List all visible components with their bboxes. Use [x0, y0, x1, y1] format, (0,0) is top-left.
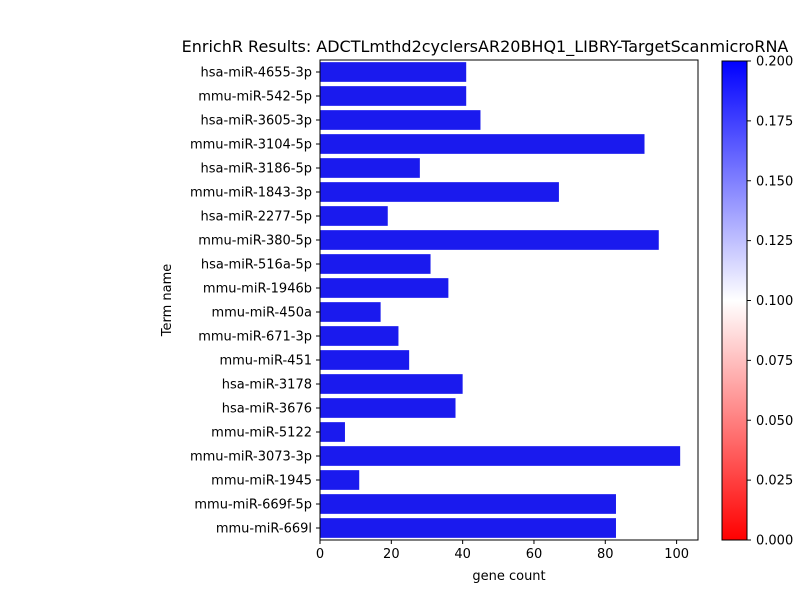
y-tick-label: mmu-miR-3104-5p [190, 138, 312, 153]
colorbar-tick-label: 0.000 [756, 534, 793, 549]
y-tick-label: mmu-miR-380-5p [198, 234, 312, 249]
y-tick-label: hsa-miR-3186-5p [201, 162, 312, 177]
y-tick-label: hsa-miR-2277-5p [201, 210, 312, 225]
bar-mmu-miR-669l [320, 518, 616, 538]
bar-mmu-miR-669f-5p [320, 494, 616, 514]
y-tick-label: mmu-miR-669l [216, 522, 312, 537]
colorbar [721, 60, 748, 541]
y-tick-label: hsa-miR-4655-3p [201, 66, 312, 81]
bar-mmu-miR-3073-3p [320, 446, 681, 466]
bars-group [320, 62, 681, 538]
x-tick-label: 80 [597, 547, 614, 562]
y-tick-label: mmu-miR-1945 [211, 474, 312, 489]
chart-title: EnrichR Results: ADCTLmthd2cyclersAR20BH… [182, 37, 789, 57]
bar-mmu-miR-1946b [320, 278, 449, 298]
y-tick-label: mmu-miR-1843-3p [190, 186, 312, 201]
bar-mmu-miR-451 [320, 350, 410, 370]
bar-mmu-miR-5122 [320, 422, 345, 442]
y-tick-labels: hsa-miR-4655-3p mmu-miR-542-5p hsa-miR-360… [190, 66, 320, 537]
y-tick-label: hsa-miR-3178 [222, 378, 312, 393]
x-tick-label: 0 [316, 547, 324, 562]
colorbar-tick-label: 0.075 [756, 354, 793, 369]
x-tick-label: 60 [526, 547, 543, 562]
x-axis-label: gene count [472, 569, 545, 584]
colorbar-tick-label: 0.100 [756, 294, 793, 309]
bar-hsa-miR-516a-5p [320, 254, 431, 274]
colorbar-tick-label: 0.200 [756, 55, 793, 70]
y-tick-label: mmu-miR-542-5p [198, 90, 312, 105]
bar-mmu-miR-542-5p [320, 86, 467, 106]
y-tick-label: mmu-miR-671-3p [198, 330, 312, 345]
bar-mmu-miR-671-3p [320, 326, 399, 346]
y-tick-label: mmu-miR-1946b [203, 282, 312, 297]
bar-hsa-miR-3178 [320, 374, 463, 394]
bar-hsa-miR-3676 [320, 398, 456, 418]
bar-mmu-miR-3104-5p [320, 134, 645, 154]
bar-hsa-miR-3605-3p [320, 110, 481, 130]
colorbar-tick-label: 0.050 [756, 414, 793, 429]
bar-hsa-miR-2277-5p [320, 206, 388, 226]
y-tick-label: mmu-miR-3073-3p [190, 450, 312, 465]
bar-mmu-miR-1843-3p [320, 182, 559, 202]
y-tick-label: mmu-miR-5122 [211, 426, 312, 441]
x-tick-label: 40 [454, 547, 471, 562]
x-tick-label: 100 [664, 547, 689, 562]
bar-mmu-miR-1945 [320, 470, 360, 490]
y-tick-label: mmu-miR-669f-5p [194, 498, 312, 513]
y-tick-label: hsa-miR-3605-3p [201, 114, 312, 129]
colorbar-tick-label: 0.175 [756, 114, 793, 129]
colorbar-ticks: 0.000 0.025 0.050 0.075 0.100 0.125 0.150 0.175… [747, 55, 793, 549]
colorbar-tick-label: 0.025 [756, 474, 793, 489]
y-tick-label: hsa-miR-3676 [222, 402, 312, 417]
colorbar-tick-label: 0.125 [756, 234, 793, 249]
x-tick-label: 20 [383, 547, 400, 562]
bar-mmu-miR-450a [320, 302, 381, 322]
y-tick-label: hsa-miR-516a-5p [201, 258, 312, 273]
colorbar-tick-label: 0.150 [756, 174, 793, 189]
plot-frame [319, 59, 699, 541]
x-ticks: 0 20 40 60 80 100 [316, 540, 689, 562]
y-tick-label: mmu-miR-450a [211, 306, 312, 321]
bar-hsa-miR-4655-3p [320, 62, 467, 82]
bar-mmu-miR-380-5p [320, 230, 659, 250]
y-tick-label: mmu-miR-451 [219, 354, 312, 369]
bar-hsa-miR-3186-5p [320, 158, 420, 178]
y-axis-label: Term name [160, 264, 175, 338]
